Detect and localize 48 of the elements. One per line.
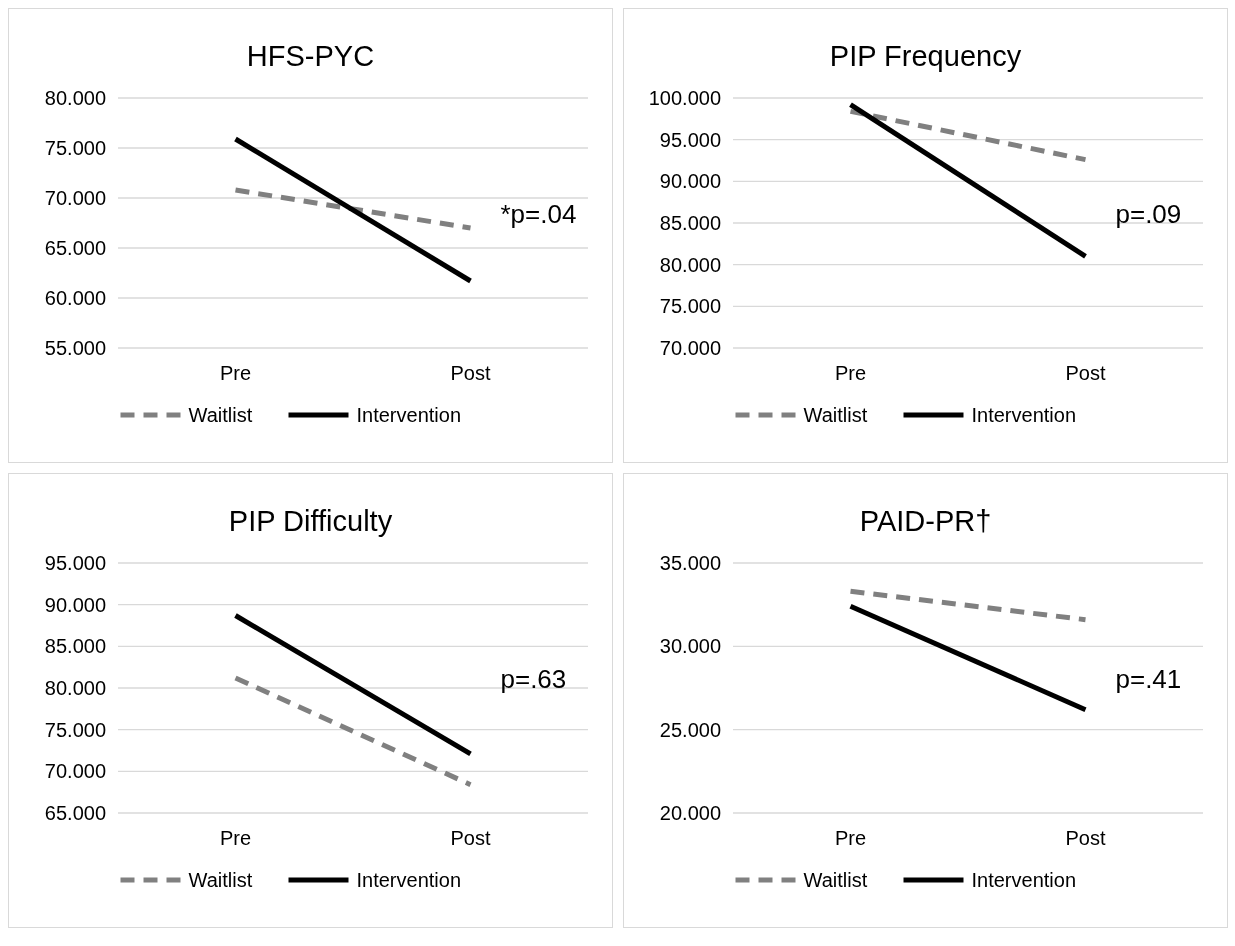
y-tick-label: 80.000 [44,87,106,109]
chart-title: PIP Difficulty [228,505,393,537]
legend-label: Waitlist [188,404,253,426]
y-tick-label: 60.000 [44,287,106,309]
y-tick-label: 70.000 [44,187,106,209]
x-tick-label: Pre [834,827,867,849]
legend-label: Intervention [971,404,1077,426]
x-tick-label: Post [450,362,491,384]
y-tick-label: 65.000 [44,237,106,259]
legend-label: Intervention [971,869,1077,891]
y-tick-label: 75.000 [659,295,721,318]
y-tick-label: 80.000 [44,677,106,699]
y-tick-label: 65.000 [44,802,106,824]
y-tick-label: 85.000 [44,635,106,658]
y-tick-label: 35.000 [659,552,721,574]
y-tick-label: 25.000 [659,718,721,741]
y-tick-label: 30.000 [659,635,721,658]
y-tick-label: 95.000 [44,552,106,574]
y-tick-label: 85.000 [659,212,721,234]
annotation: p=.41 [1115,664,1182,694]
y-tick-label: 20.000 [659,802,721,824]
x-tick-label: Post [450,827,491,849]
legend-label: Waitlist [188,869,253,891]
y-tick-label: 90.000 [659,170,721,193]
y-tick-label: 75.000 [44,718,106,741]
y-tick-label: 70.000 [44,760,106,783]
x-tick-label: Pre [219,362,252,384]
y-tick-label: 90.000 [44,593,106,616]
annotation: p=.09 [1115,199,1182,229]
y-tick-label: 100.000 [648,87,721,109]
chart-title: HFS-PYC [246,40,375,72]
chart-title: PIP Frequency [829,40,1022,72]
x-tick-label: Pre [834,362,867,384]
annotation: *p=.04 [500,199,577,229]
chart-title: PAID-PR† [859,505,992,537]
x-tick-label: Post [1065,827,1106,849]
legend-label: Intervention [356,869,462,891]
y-tick-label: 75.000 [44,137,106,159]
annotation: p=.63 [500,664,567,694]
y-tick-label: 55.000 [44,337,106,359]
y-tick-label: 95.000 [659,128,721,151]
legend-label: Waitlist [803,404,868,426]
x-tick-label: Post [1065,362,1106,384]
y-tick-label: 80.000 [659,253,721,276]
x-tick-label: Pre [219,827,252,849]
y-tick-label: 70.000 [659,337,721,359]
legend-label: Intervention [356,404,462,426]
legend-label: Waitlist [803,869,868,891]
